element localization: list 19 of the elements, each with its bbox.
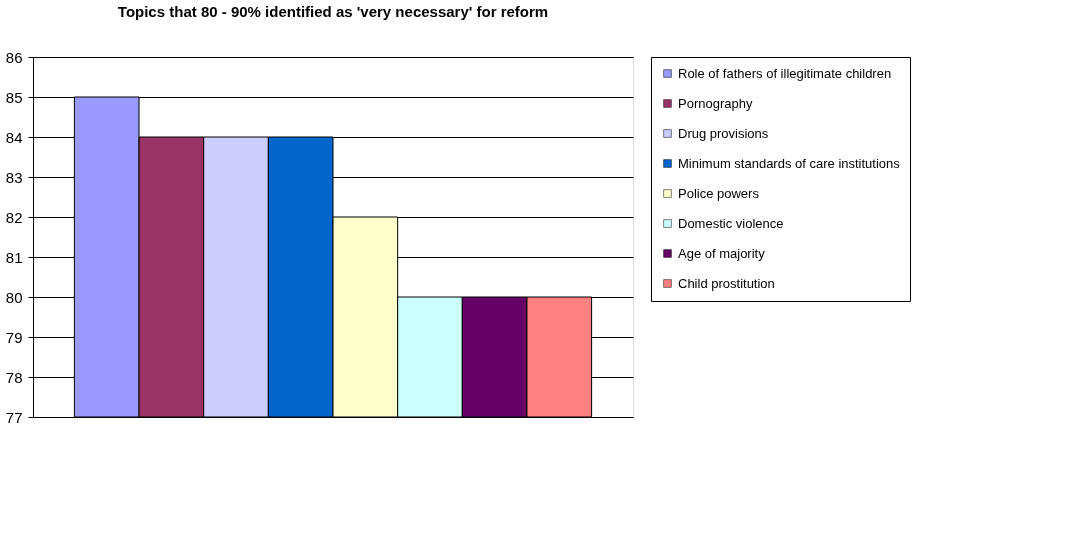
y-tick-label: 84: [5, 128, 23, 146]
legend-label: Police powers: [678, 185, 760, 201]
y-tick-label: 85: [5, 88, 23, 106]
y-tick-label: 82: [5, 208, 23, 226]
y-tick-label: 81: [5, 248, 23, 266]
y-tick-label: 78: [5, 368, 23, 386]
legend-label: Domestic violence: [678, 215, 784, 231]
legend-label: Child prostitution: [678, 275, 775, 291]
legend-label: Role of fathers of illegitimate children: [678, 65, 892, 81]
legend-label: Age of majority: [678, 245, 766, 261]
legend-label: Minimum standards of care institutions: [678, 155, 901, 171]
legend-label: Drug provisions: [678, 125, 769, 141]
chart-title: Topics that 80 - 90% identified as 'very necessary' for reform: [117, 3, 549, 20]
y-tick-label: 83: [5, 168, 23, 186]
legend-label: Pornography: [678, 95, 753, 111]
y-tick-label: 86: [5, 48, 23, 66]
y-tick-label: 77: [5, 408, 23, 426]
y-tick-label: 79: [5, 328, 23, 346]
y-tick-label: 80: [5, 288, 23, 306]
